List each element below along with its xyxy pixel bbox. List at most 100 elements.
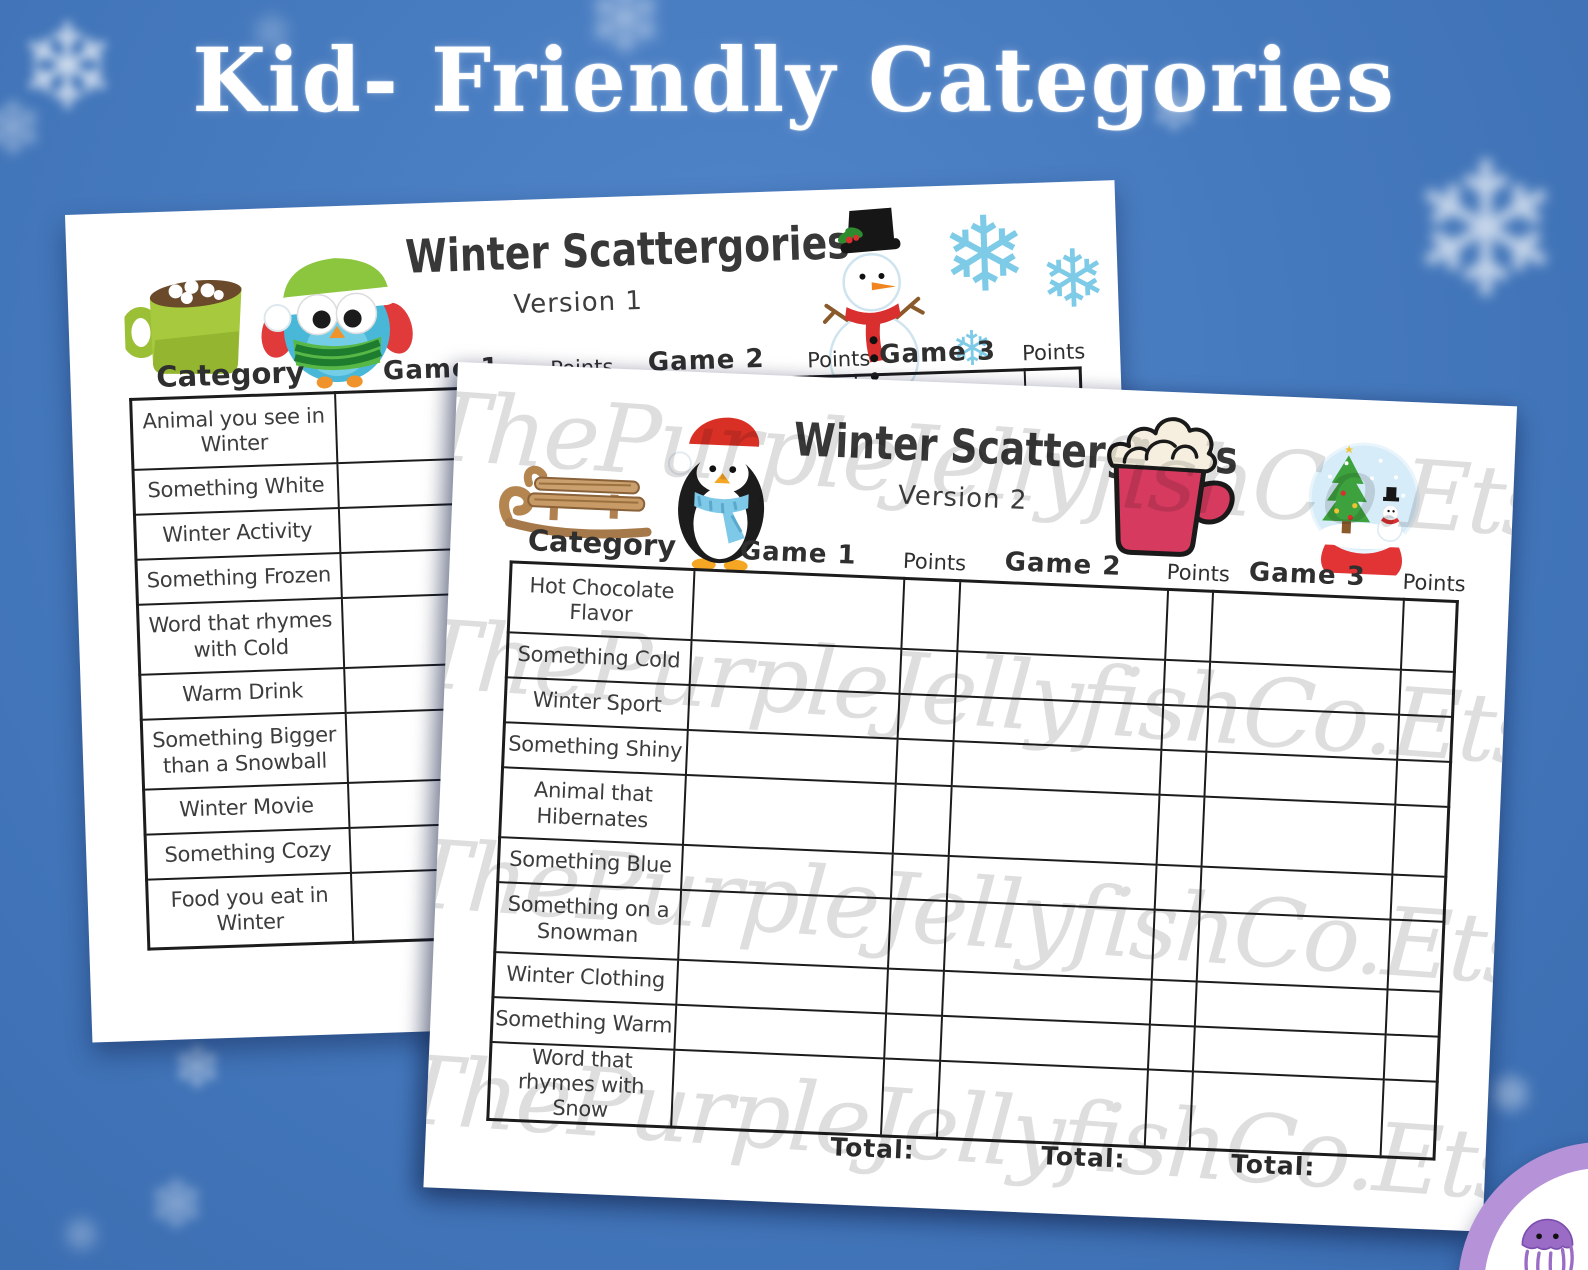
score-cell [1383, 1033, 1440, 1082]
category-cell: Something Frozen [135, 552, 342, 605]
score-cell [1387, 919, 1444, 992]
score-cell [1207, 661, 1401, 715]
score-cell [670, 1049, 884, 1136]
snowflake-icon: ❄ [1408, 122, 1564, 339]
score-cell [1189, 1070, 1384, 1157]
score-cell [943, 900, 1155, 980]
score-cell [1194, 980, 1388, 1034]
score-cell [887, 898, 947, 971]
score-cell [691, 569, 904, 649]
column-header-points3: Points [1402, 569, 1467, 597]
score-cell [1398, 669, 1455, 717]
score-cell [1154, 864, 1202, 912]
column-header-points1: Points [902, 548, 967, 576]
category-cell: Winter Movie [143, 782, 349, 835]
score-cell [883, 1012, 942, 1061]
score-cell [1160, 704, 1208, 752]
score-cell [1199, 866, 1392, 920]
score-cell [1209, 591, 1404, 670]
score-cell [1205, 706, 1399, 760]
score-cell [899, 648, 957, 696]
category-cell: Something Blue [497, 836, 683, 890]
column-header-points3: Points [1021, 339, 1086, 366]
column-header-game3: Game 3 [1248, 557, 1367, 593]
snow-globe-icon [1308, 442, 1420, 576]
column-header-game3: Game 3 [878, 336, 997, 371]
whipped-cream-mug-icon [1107, 417, 1235, 557]
winter-owl-icon [261, 258, 413, 389]
score-cell [1192, 1025, 1386, 1079]
snowman-icon [822, 207, 925, 404]
snowflake-icon: ❄ [1488, 1063, 1534, 1126]
category-cell: Winter Clothing [492, 951, 678, 1005]
page-title: Kid- Friendly Categories [192, 28, 1396, 132]
category-cell: Winter Activity [134, 507, 340, 560]
score-cell [900, 578, 960, 651]
wooden-sled-icon [499, 465, 652, 539]
total-label: Total: [829, 1132, 916, 1165]
category-cell: Word that rhymes with Snow [487, 1041, 674, 1128]
score-cell [948, 785, 1160, 865]
category-cell: Winter Sport [504, 676, 690, 730]
score-cell [1391, 804, 1449, 877]
score-cell [1385, 988, 1442, 1037]
scattergories-sheet-version-2: Winter Scattergories Version 2 [423, 362, 1518, 1232]
score-cell [1394, 759, 1451, 807]
score-cell [1149, 979, 1197, 1026]
score-cell [677, 889, 891, 969]
sheet-version: Version 1 [513, 285, 644, 321]
score-cell [1151, 909, 1200, 981]
category-cell: Something Shiny [502, 721, 688, 775]
category-cell: Something White [132, 462, 339, 515]
score-cell [892, 783, 952, 856]
score-cell [956, 580, 1168, 660]
sheet-title: Winter Scattergories [404, 215, 851, 284]
category-cell: Something Warm [491, 996, 676, 1050]
score-cell [1156, 794, 1204, 867]
score-cell [1162, 659, 1210, 707]
score-cell [895, 738, 954, 786]
category-cell: Animal that Hibernates [499, 766, 686, 845]
score-cell [897, 693, 955, 741]
category-cell: Hot Chocolate Flavor [508, 561, 695, 640]
cocoa-mug-icon [122, 279, 242, 374]
category-cell: Food you eat in Winter [146, 872, 353, 950]
snowflake-icon: ❄ [938, 192, 1030, 317]
santa-penguin-icon [667, 417, 765, 572]
jellyfish-icon [1521, 1218, 1574, 1270]
score-cell [1159, 749, 1206, 797]
snowflake-icon: ❄ [148, 1166, 205, 1245]
score-cell [890, 853, 949, 901]
score-cell [1144, 1068, 1193, 1149]
category-cell: Something on a Snowman [494, 881, 681, 960]
column-header-points2: Points [806, 346, 871, 373]
score-cell [1396, 714, 1453, 762]
snowflake-icon: ❄ [62, 1208, 101, 1262]
category-cell: Word that rhymes with Cold [137, 597, 344, 675]
score-cell [1164, 589, 1213, 662]
category-cell: Animal you see in Winter [130, 392, 337, 470]
total-label: Total: [1230, 1149, 1316, 1182]
scattergories-sheet-version-1: Winter Scattergories Version 1 ❄ [65, 180, 1142, 1043]
score-cell [1400, 599, 1458, 672]
total-label: Total: [1040, 1141, 1127, 1174]
score-cell [1147, 1024, 1195, 1071]
score-cell [1380, 1078, 1438, 1160]
score-cell [1196, 911, 1390, 989]
column-header-category: Category [527, 523, 677, 564]
score-cell [1201, 796, 1395, 875]
category-cell: Something Cozy [145, 827, 351, 880]
column-header-category: Category [155, 355, 306, 395]
column-header-points2: Points [1166, 559, 1231, 587]
score-cell [880, 1057, 940, 1139]
category-cell: Something Cold [506, 631, 692, 685]
snowflake-icon: ❄ [172, 1033, 223, 1103]
category-cell: Something Bigger than a Snowball [141, 712, 348, 790]
snowflake-icon: ❄ [1038, 231, 1109, 327]
score-cell [1203, 751, 1397, 805]
score-cell [936, 1060, 1148, 1147]
score-cell [885, 968, 944, 1016]
score-cell [1389, 874, 1446, 922]
score-table: Hot Chocolate Flavor Something Cold Wint… [486, 560, 1459, 1161]
